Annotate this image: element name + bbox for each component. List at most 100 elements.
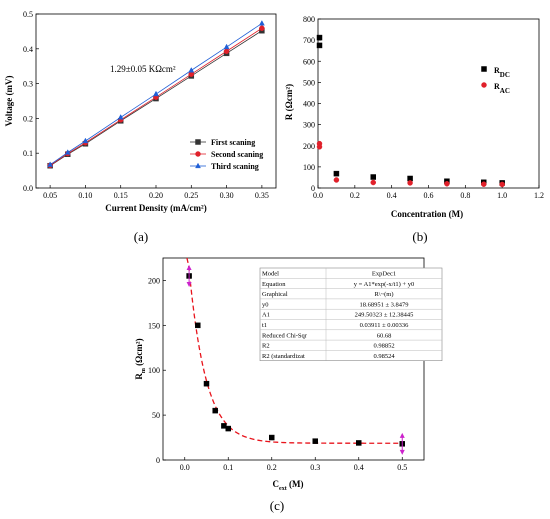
panel-c-arrow-head-up: [399, 432, 405, 438]
panel-c-x-tick-label: 0.4: [354, 463, 364, 472]
panel-c-data-point: [225, 425, 231, 432]
panel-a-y-tick-label: 0.3: [23, 80, 33, 89]
panel-c-x-tick-label: 0.5: [397, 463, 407, 472]
panel-c-data-point: [356, 440, 362, 446]
panel-a-legend-label: Third scaning: [211, 162, 259, 171]
panel-c-arrow-head-down: [186, 281, 192, 287]
panel-b-legend: RDC RAC: [481, 66, 510, 95]
panel-b-point-rac: [316, 144, 323, 150]
panel-c-table-value: R\~(m): [374, 291, 393, 298]
panel-a-x-tick-label: 0.10: [78, 191, 92, 200]
panel-c-x-axis-title: Cext (M): [273, 479, 304, 492]
panel-a-point-series-2: [259, 25, 265, 32]
panel-b-legend-label: RAC: [494, 82, 510, 95]
panel-b-x-tick-label: 0.4: [387, 191, 397, 200]
panel-a-legend-label: First scaning: [211, 138, 255, 147]
panel-c-table-value: y = A1*exp(-x/t1) + y0: [354, 281, 414, 288]
panel-c-table-key: A1: [262, 312, 270, 319]
panel-b-y-tick-label: 400: [303, 100, 315, 109]
panel-b-legend-label-sub: AC: [500, 87, 510, 95]
panel-a-x-axis-title: Current Density (mA/cm²): [105, 203, 207, 213]
panel-a-series-line-2: [49, 27, 263, 166]
panel-c-table-value: 0.98852: [373, 343, 394, 350]
panel-a-x-tick-label: 0.25: [184, 191, 198, 200]
panel-b-point-rac: [407, 180, 413, 186]
panel-c-y-tick-label: 150: [148, 321, 160, 330]
panel-c-y-tick-label: 0: [156, 456, 160, 465]
panel-c-fit-table: Model ExpDec1 Equation y = A1*exp(-x/t1) + …: [259, 267, 443, 361]
panel-c-table-border: [259, 267, 443, 361]
panel-a-y-tick-label: 0.0: [23, 184, 33, 193]
panel-c-table-key: y0: [262, 301, 269, 308]
panel-b-point-rac: [333, 177, 340, 183]
panel-a-point-series-3: [258, 20, 265, 26]
panel-c-label: (c): [270, 498, 284, 513]
panel-a-y-tick-label: 0.5: [23, 10, 33, 19]
panel-c-table-key: t1: [262, 322, 267, 329]
panel-b-point-rdc: [333, 170, 340, 177]
panel-b-frame: [317, 18, 540, 189]
panel-a-legend-marker: [195, 162, 201, 169]
panel-b-y-axis-title: R (Ωcm²): [284, 84, 294, 120]
panel-c-y-tick-label: 200: [148, 276, 160, 285]
panel-b-resistance-chart: 0.0 0.2 0.4 0.6 0.8 1.0 1.2 0 100 200 300 400 500 60…: [284, 15, 544, 244]
panel-c-x-tick-label: 0.3: [310, 463, 320, 472]
panel-b-y-tick-label: 300: [303, 121, 315, 130]
panel-a-legend-label: Second scaning: [211, 150, 263, 159]
panel-b-point-rac: [370, 179, 376, 186]
panel-b-y-tick-label: 100: [303, 163, 315, 172]
panel-c-table-key: R2 (standardizat: [262, 353, 305, 360]
panel-b-point-rac: [481, 181, 487, 187]
panel-c-data-point: [203, 380, 210, 387]
panel-a-point-series-3: [47, 161, 54, 167]
panel-b-x-tick-label: 0.0: [313, 191, 323, 200]
panel-b-label: (b): [412, 229, 427, 244]
panel-a-annotation: 1.29±0.05 KΩcm²: [110, 64, 176, 74]
panel-c-table-key: R2: [262, 343, 270, 350]
panel-a-point-series-3: [153, 90, 159, 97]
panel-a-series-line-3: [49, 23, 263, 166]
panel-b-y-tick-label: 700: [303, 36, 315, 45]
panel-c-data-point: [195, 322, 201, 329]
panel-a-x-tick-label: 0.30: [220, 191, 234, 200]
panel-c-x-tick-label: 0.2: [267, 463, 277, 472]
panel-a-point-series-2: [223, 48, 230, 54]
panel-c-table-value: 60.68: [377, 332, 392, 339]
panel-b-x-axis-title: Concentration (M): [391, 209, 463, 219]
panel-a-legend-marker: [195, 139, 201, 145]
panel-a-x-tick-label: 0.20: [149, 191, 163, 200]
panel-a-x-tick-label: 0.05: [43, 191, 57, 200]
panel-c-data-point: [312, 438, 318, 444]
panel-c-membrane-resistance-chart: 0.0 0.1 0.2 0.3 0.4 0.5 0 50 100 150 200 Model Exp…: [134, 257, 443, 513]
panel-b-x-tick-label: 1.2: [534, 191, 544, 200]
panel-a-legend: First scaning Second scaning Third scaning: [190, 138, 263, 171]
panel-b-y-tick-label: 0: [311, 184, 315, 193]
panel-a-series-line-1: [49, 30, 263, 167]
panel-b-legend-marker: [481, 66, 487, 72]
panel-c-arrow-head-up: [186, 264, 192, 270]
panel-c-y-axis-title: Rm (Ωcm²): [134, 338, 147, 379]
panel-b-legend-label-sub: DC: [500, 71, 510, 79]
panel-b-point-rac: [499, 181, 505, 188]
panel-b-x-tick-label: 0.8: [460, 191, 470, 200]
panel-b-legend-label-main: R: [494, 66, 500, 75]
panel-b-y-tick-label: 600: [303, 57, 315, 66]
panel-b-y-tick-label: 500: [303, 78, 315, 87]
panel-a-x-tick-label: 0.35: [255, 191, 269, 200]
panel-b-point-rdc: [316, 42, 323, 49]
panel-c-data-point: [212, 407, 218, 414]
panel-a-point-series-3: [223, 43, 230, 50]
panel-b-point-rdc: [370, 174, 376, 180]
panel-b-x-tick-label: 0.6: [424, 191, 434, 200]
panel-c-table-key: Graphical: [262, 291, 288, 298]
panel-c-data-point: [269, 434, 275, 441]
panel-b-point-rac: [444, 181, 450, 187]
panel-c-x-tick-label: 0.0: [180, 463, 190, 472]
panel-a-y-tick-label: 0.4: [23, 45, 33, 54]
panel-c-x-tick-label: 0.1: [223, 463, 233, 472]
panel-a-y-tick-label: 0.1: [23, 149, 33, 158]
panel-c-table-key: Model: [262, 271, 279, 278]
panel-c-y-tick-label: 50: [152, 411, 160, 420]
panel-b-x-tick-label: 1.0: [497, 191, 507, 200]
